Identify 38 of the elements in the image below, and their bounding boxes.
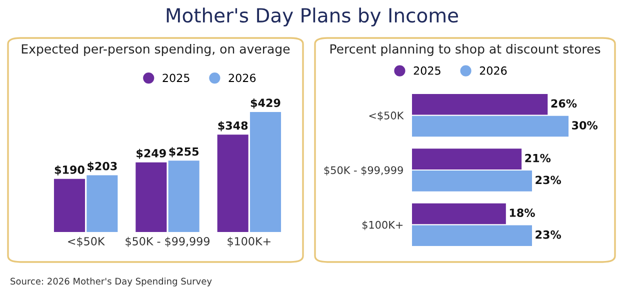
x-tick-label: <$50K — [68, 236, 105, 247]
bar — [412, 203, 506, 224]
legend-label: 2025 — [414, 66, 440, 75]
data-label: $348 — [218, 121, 248, 132]
data-label: 18% — [510, 208, 535, 217]
legend-label: 2026 — [228, 74, 256, 82]
bar — [136, 162, 167, 232]
bar — [217, 134, 248, 232]
chart-subtitle: Percent planning to shop at discount stores — [330, 44, 600, 56]
bar — [412, 148, 522, 170]
data-label: 30% — [572, 121, 598, 130]
x-tick-label: $100K+ — [228, 236, 270, 247]
chart-subtitle: Expected per-person spending, on average — [22, 44, 290, 56]
bar — [412, 116, 569, 137]
legend-label: 2026 — [480, 66, 507, 75]
y-tick-label: $100K+ — [362, 220, 403, 230]
data-label: $249 — [136, 148, 166, 159]
data-label: $429 — [250, 98, 280, 109]
data-label: $190 — [54, 165, 84, 176]
data-label: $203 — [88, 162, 117, 172]
source-note: Source: 2026 Mother's Day Spending Survey — [10, 278, 212, 286]
y-tick-label: <$50K — [369, 111, 404, 121]
bar — [412, 170, 532, 192]
bar — [412, 94, 548, 115]
data-label: $255 — [169, 147, 199, 158]
data-label: 21% — [525, 154, 551, 162]
bar — [86, 175, 118, 232]
bar — [250, 112, 282, 232]
data-label: 26% — [551, 99, 577, 108]
legend-label: 2025 — [162, 74, 190, 82]
bar — [168, 160, 200, 232]
bar — [412, 225, 532, 246]
data-label: 23% — [536, 230, 562, 239]
data-label: 23% — [536, 176, 562, 184]
bar — [54, 178, 86, 232]
y-tick-label: $50K - $99,999 — [324, 166, 403, 176]
x-tick-label: $50K - $99,999 — [126, 236, 210, 247]
chart-title: Mother's Day Plans by Income — [166, 8, 458, 26]
